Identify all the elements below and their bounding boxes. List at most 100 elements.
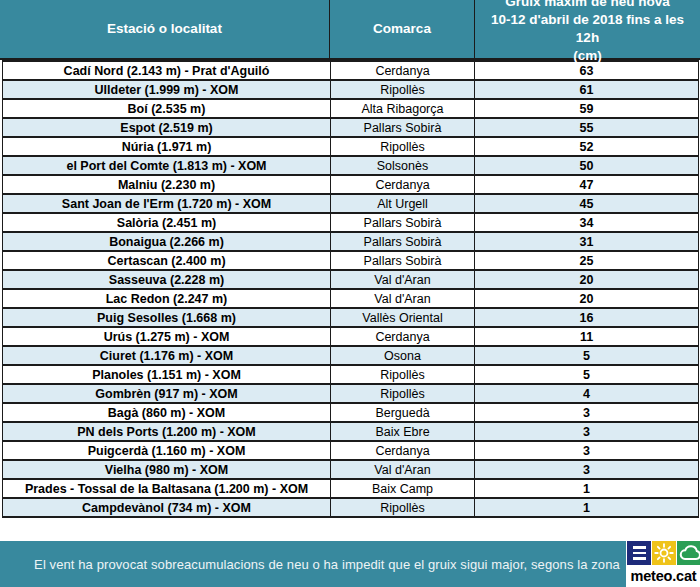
table-row: Ciuret (1.176 m) - XOM Osona 5 [3, 346, 699, 365]
station-cell: el Port del Comte (1.813 m) - XOM [3, 156, 331, 175]
table-row: Puig Sesolles (1.668 m) Vallès Oriental … [3, 308, 699, 327]
value-cell: 55 [475, 118, 699, 137]
value-cell: 31 [475, 232, 699, 251]
table-row: Lac Redon (2.247 m) Val d'Aran 20 [3, 289, 699, 308]
station-cell: Urús (1.275 m) - XOM [3, 327, 331, 346]
col-header-comarca-label: Comarca [373, 20, 431, 38]
table-row: Salòria (2.451 m) Pallars Sobirà 34 [3, 213, 699, 232]
value-cell: 11 [475, 327, 699, 346]
col-header-value-line2: 10-12 d'abril de 2018 fins a les 12h [479, 11, 696, 47]
station-cell: Ciuret (1.176 m) - XOM [3, 346, 331, 365]
col-header-station: Estació o localitat [0, 0, 330, 58]
station-cell: Certascan (2.400 m) [3, 251, 331, 270]
comarca-cell: Ripollès [331, 498, 475, 517]
comarca-cell: Cerdanya [331, 61, 475, 80]
table-header: Estació o localitat Comarca Gruix màxim … [0, 0, 700, 60]
comarca-cell: Berguedà [331, 403, 475, 422]
col-header-comarca: Comarca [330, 0, 475, 58]
station-cell: Vielha (980 m) - XOM [3, 460, 331, 479]
comarca-cell: Baix Camp [331, 479, 475, 498]
station-cell: PN dels Ports (1.200 m) - XOM [3, 422, 331, 441]
value-cell: 4 [475, 384, 699, 403]
value-cell: 63 [475, 61, 699, 80]
table-row: Boí (2.535 m) Alta Ribagorça 59 [3, 99, 699, 118]
value-cell: 59 [475, 99, 699, 118]
comarca-cell: Osona [331, 346, 475, 365]
col-header-value-line1: Gruix màxim de neu nova [505, 0, 669, 11]
value-cell: 3 [475, 422, 699, 441]
comarca-cell: Ripollès [331, 137, 475, 156]
comarca-cell: Alt Urgell [331, 194, 475, 213]
station-cell: Malniu (2.230 m) [3, 175, 331, 194]
meteocat-logo: meteo.cat [626, 541, 700, 587]
station-cell: Bonaigua (2.266 m) [3, 232, 331, 251]
value-cell: 45 [475, 194, 699, 213]
table-row: Sant Joan de l'Erm (1.720 m) - XOM Alt U… [3, 194, 699, 213]
table-row: Planoles (1.151 m) - XOM Ripollès 5 [3, 365, 699, 384]
comarca-cell: Cerdanya [331, 175, 475, 194]
station-cell: Cadí Nord (2.143 m) - Prat d'Aguiló [3, 61, 331, 80]
table-row: Gombrèn (917 m) - XOM Ripollès 4 [3, 384, 699, 403]
cloud-icon [677, 541, 700, 565]
data-table: Cadí Nord (2.143 m) - Prat d'Aguiló Cerd… [2, 60, 699, 518]
value-cell: 1 [475, 498, 699, 517]
comarca-cell: Pallars Sobirà [331, 251, 475, 270]
value-cell: 25 [475, 251, 699, 270]
logo-brand-text: meteo.cat [627, 565, 700, 587]
value-cell: 20 [475, 270, 699, 289]
value-cell: 61 [475, 80, 699, 99]
value-cell: 50 [475, 156, 699, 175]
table-row: el Port del Comte (1.813 m) - XOM Solson… [3, 156, 699, 175]
comarca-cell: Pallars Sobirà [331, 232, 475, 251]
comarca-cell: Ripollès [331, 384, 475, 403]
station-cell: Ulldeter (1.999 m) - XOM [3, 80, 331, 99]
col-header-station-label: Estació o localitat [107, 20, 222, 38]
value-cell: 5 [475, 346, 699, 365]
station-cell: Planoles (1.151 m) - XOM [3, 365, 331, 384]
value-cell: 47 [475, 175, 699, 194]
table-row: Bonaigua (2.266 m) Pallars Sobirà 31 [3, 232, 699, 251]
station-cell: Salòria (2.451 m) [3, 213, 331, 232]
sun-icon [652, 541, 676, 565]
footer-bar: El vent ha provocat sobreacumulacions de… [0, 541, 700, 587]
station-cell: Bagà (860 m) - XOM [3, 403, 331, 422]
snow-report-table: Estació o localitat Comarca Gruix màxim … [0, 0, 700, 587]
table-row: Prades - Tossal de la Baltasana (1.200 m… [3, 479, 699, 498]
table-row: Malniu (2.230 m) Cerdanya 47 [3, 175, 699, 194]
comarca-cell: Ripollès [331, 80, 475, 99]
station-cell: Prades - Tossal de la Baltasana (1.200 m… [3, 479, 331, 498]
comarca-cell: Cerdanya [331, 441, 475, 460]
menu-icon [627, 541, 651, 565]
table-row: Urús (1.275 m) - XOM Cerdanya 11 [3, 327, 699, 346]
col-header-value: Gruix màxim de neu nova 10-12 d'abril de… [475, 0, 700, 58]
station-cell: Boí (2.535 m) [3, 99, 331, 118]
station-cell: Núria (1.971 m) [3, 137, 331, 156]
comarca-cell: Pallars Sobirà [331, 213, 475, 232]
comarca-cell: Vallès Oriental [331, 308, 475, 327]
station-cell: Campdevànol (734 m) - XOM [3, 498, 331, 517]
table-row: Certascan (2.400 m) Pallars Sobirà 25 [3, 251, 699, 270]
station-cell: Espot (2.519 m) [3, 118, 331, 137]
logo-squares [627, 541, 700, 565]
station-cell: Puig Sesolles (1.668 m) [3, 308, 331, 327]
table-row: Ulldeter (1.999 m) - XOM Ripollès 61 [3, 80, 699, 99]
footer-note: El vent ha provocat sobreacumulacions de… [34, 557, 620, 572]
comarca-cell: Val d'Aran [331, 289, 475, 308]
comarca-cell: Cerdanya [331, 327, 475, 346]
table-row: Sasseuva (2.228 m) Val d'Aran 20 [3, 270, 699, 289]
station-cell: Sasseuva (2.228 m) [3, 270, 331, 289]
comarca-cell: Val d'Aran [331, 460, 475, 479]
comarca-cell: Ripollès [331, 365, 475, 384]
table-body: Cadí Nord (2.143 m) - Prat d'Aguiló Cerd… [3, 61, 699, 517]
table-row: Bagà (860 m) - XOM Berguedà 3 [3, 403, 699, 422]
comarca-cell: Pallars Sobirà [331, 118, 475, 137]
value-cell: 5 [475, 365, 699, 384]
comarca-cell: Baix Ebre [331, 422, 475, 441]
value-cell: 34 [475, 213, 699, 232]
value-cell: 20 [475, 289, 699, 308]
table-row: Puigcerdà (1.160 m) - XOM Cerdanya 3 [3, 441, 699, 460]
table-row: PN dels Ports (1.200 m) - XOM Baix Ebre … [3, 422, 699, 441]
station-cell: Sant Joan de l'Erm (1.720 m) - XOM [3, 194, 331, 213]
table-row: Núria (1.971 m) Ripollès 52 [3, 137, 699, 156]
comarca-cell: Solsonès [331, 156, 475, 175]
